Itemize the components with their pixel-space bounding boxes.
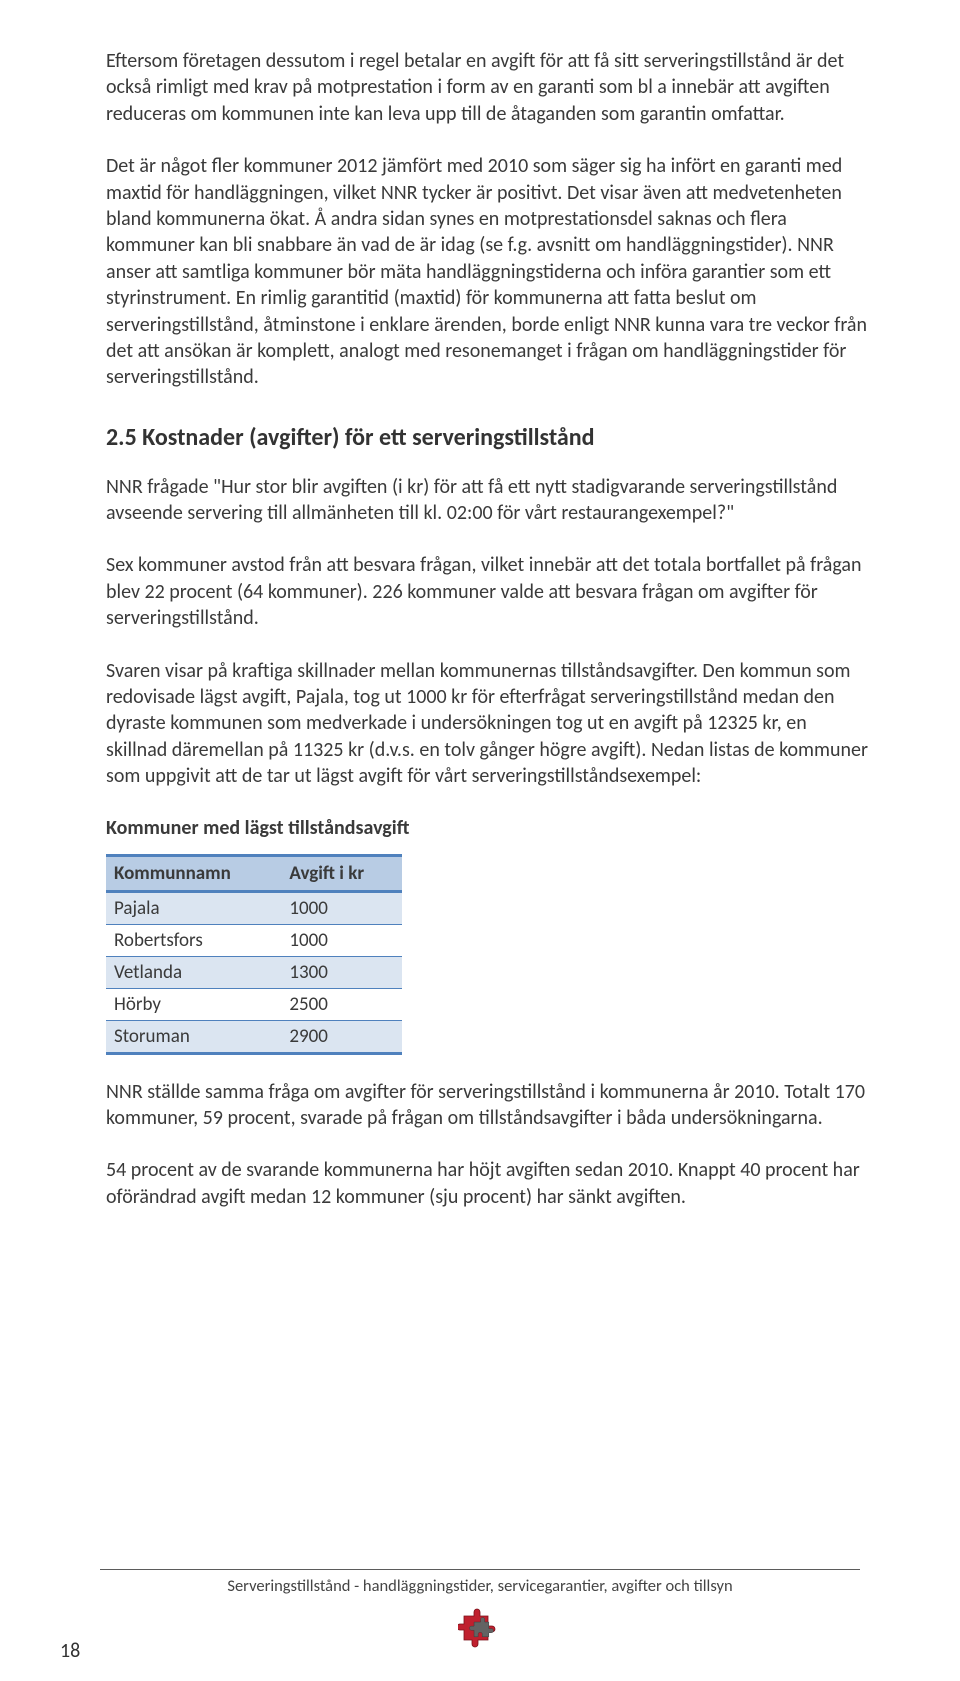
section-heading-2-5: 2.5 Kostnader (avgifter) för ett serveri… bbox=[106, 423, 872, 452]
table-cell-name: Storuman bbox=[106, 1020, 281, 1053]
body-paragraph-5: Svaren visar på kraftiga skillnader mell… bbox=[106, 658, 872, 790]
fee-table: Kommunnamn Avgift i kr Pajala 1000 Rober… bbox=[106, 854, 402, 1055]
table-header-col-fee: Avgift i kr bbox=[281, 855, 402, 891]
table-header-row: Kommunnamn Avgift i kr bbox=[106, 855, 402, 891]
table-row: Vetlanda 1300 bbox=[106, 956, 402, 988]
table-cell-fee: 1000 bbox=[281, 924, 402, 956]
table-cell-name: Robertsfors bbox=[106, 924, 281, 956]
table-row: Robertsfors 1000 bbox=[106, 924, 402, 956]
puzzle-icon bbox=[458, 1606, 502, 1653]
table-cell-name: Pajala bbox=[106, 891, 281, 924]
table-cell-fee: 1300 bbox=[281, 956, 402, 988]
table-title: Kommuner med lägst tillståndsavgift bbox=[106, 816, 872, 840]
table-row: Hörby 2500 bbox=[106, 988, 402, 1020]
body-paragraph-3: NNR frågade "Hur stor blir avgiften (i k… bbox=[106, 474, 872, 527]
table-header-col-name: Kommunnamn bbox=[106, 855, 281, 891]
table-row: Pajala 1000 bbox=[106, 891, 402, 924]
body-paragraph-6: NNR ställde samma fråga om avgifter för … bbox=[106, 1079, 872, 1132]
table-row: Storuman 2900 bbox=[106, 1020, 402, 1053]
body-paragraph-1: Eftersom företagen dessutom i regel beta… bbox=[106, 48, 872, 127]
table-cell-fee: 2500 bbox=[281, 988, 402, 1020]
table-cell-fee: 2900 bbox=[281, 1020, 402, 1053]
body-paragraph-2: Det är något fler kommuner 2012 jämfört … bbox=[106, 153, 872, 391]
body-paragraph-7: 54 procent av de svarande kommunerna har… bbox=[106, 1157, 872, 1210]
table-cell-name: Vetlanda bbox=[106, 956, 281, 988]
table-cell-fee: 1000 bbox=[281, 891, 402, 924]
page-footer: Serveringstillstånd - handläggningstider… bbox=[0, 1569, 960, 1653]
body-paragraph-4: Sex kommuner avstod från att besvara frå… bbox=[106, 552, 872, 631]
footer-divider bbox=[100, 1569, 860, 1570]
table-cell-name: Hörby bbox=[106, 988, 281, 1020]
page-number: 18 bbox=[60, 1639, 80, 1663]
footer-text: Serveringstillstånd - handläggningstider… bbox=[0, 1576, 960, 1596]
